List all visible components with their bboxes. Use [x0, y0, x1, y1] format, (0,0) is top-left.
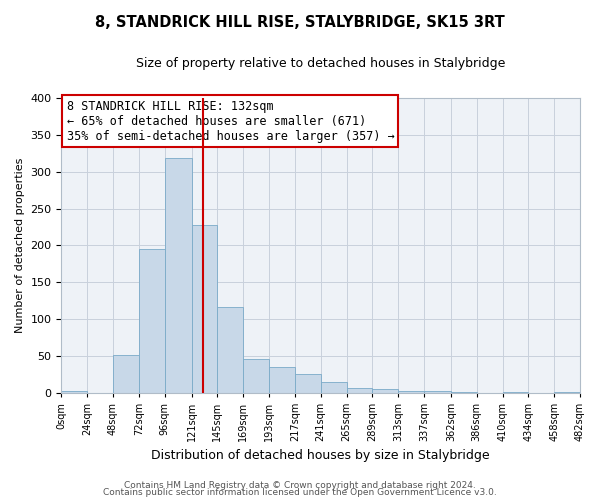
Text: 8, STANDRICK HILL RISE, STALYBRIDGE, SK15 3RT: 8, STANDRICK HILL RISE, STALYBRIDGE, SK1…	[95, 15, 505, 30]
Text: 8 STANDRICK HILL RISE: 132sqm
← 65% of detached houses are smaller (671)
35% of : 8 STANDRICK HILL RISE: 132sqm ← 65% of d…	[67, 100, 394, 142]
Bar	[424, 392, 451, 393]
Bar	[113, 355, 139, 393]
Text: Contains HM Land Registry data © Crown copyright and database right 2024.: Contains HM Land Registry data © Crown c…	[124, 480, 476, 490]
Bar	[61, 392, 87, 393]
Bar	[373, 389, 398, 393]
Bar	[139, 249, 164, 393]
Bar	[398, 392, 424, 393]
Bar	[347, 388, 373, 393]
Bar	[191, 225, 217, 393]
Y-axis label: Number of detached properties: Number of detached properties	[15, 158, 25, 333]
Bar	[269, 367, 295, 393]
Bar	[164, 158, 191, 393]
Bar	[503, 392, 529, 393]
Bar	[243, 359, 269, 393]
Bar	[451, 392, 477, 393]
Title: Size of property relative to detached houses in Stalybridge: Size of property relative to detached ho…	[136, 58, 505, 70]
Bar	[554, 392, 580, 393]
X-axis label: Distribution of detached houses by size in Stalybridge: Distribution of detached houses by size …	[151, 450, 490, 462]
Text: Contains public sector information licensed under the Open Government Licence v3: Contains public sector information licen…	[103, 488, 497, 497]
Bar	[321, 382, 347, 393]
Bar	[217, 308, 243, 393]
Bar	[295, 374, 321, 393]
